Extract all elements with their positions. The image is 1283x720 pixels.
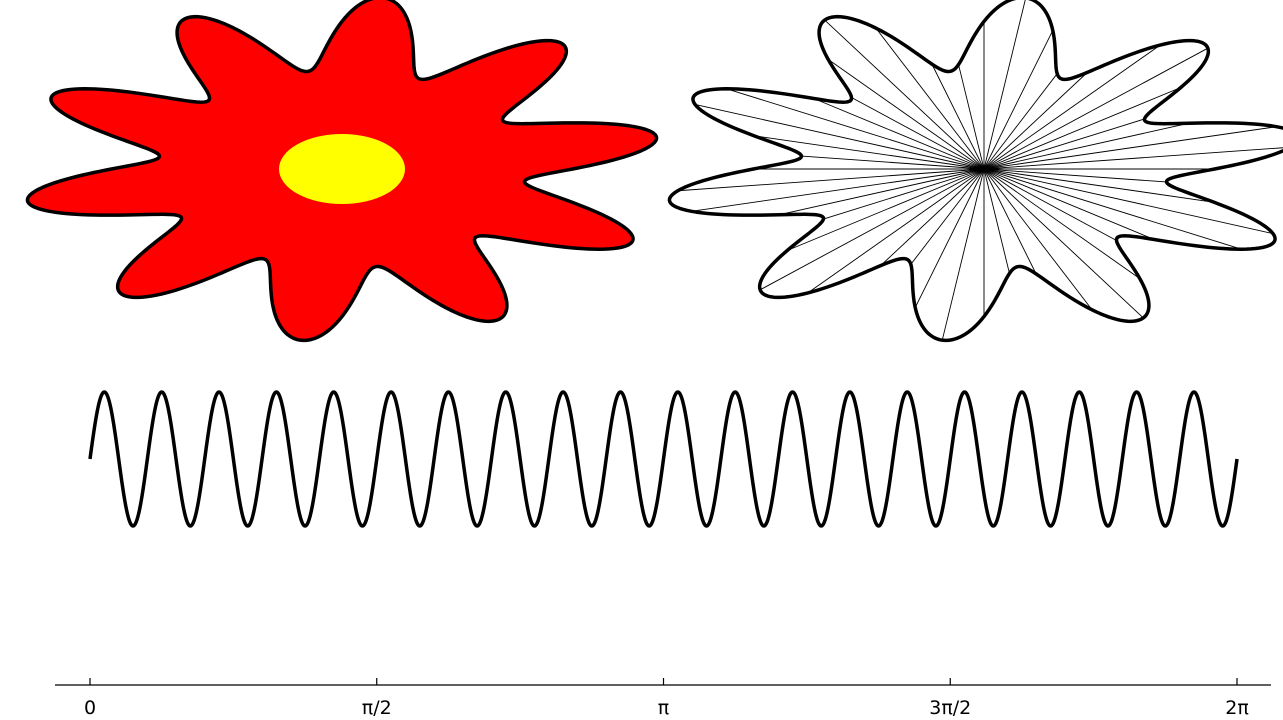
flower-spoke xyxy=(983,73,1058,170)
flower-spoke xyxy=(779,168,985,216)
flower-spoke xyxy=(787,168,985,251)
flower-spoke xyxy=(983,147,1283,170)
flower-spoke xyxy=(694,103,985,170)
flower-spoke xyxy=(931,63,985,170)
flower-spoke xyxy=(983,44,1161,170)
flower-spokes xyxy=(677,0,1283,341)
flower-spoke xyxy=(941,168,985,341)
flower-spoke xyxy=(851,97,985,170)
flower-spoke xyxy=(753,135,985,170)
x-axis: 0 π/2 π 3π/2 2π xyxy=(55,678,1271,719)
flower-spoke xyxy=(823,168,985,220)
flower-spoke xyxy=(983,72,1088,170)
flower-spoke xyxy=(983,126,1277,170)
flower-spoke xyxy=(983,168,1242,250)
flower-spoke xyxy=(983,168,1155,240)
flower-spoke xyxy=(914,168,985,308)
flower-spoke xyxy=(983,168,1037,275)
x-tick-label: 3π/2 xyxy=(929,697,971,719)
flower-spoke xyxy=(983,47,1209,170)
flower-spoke xyxy=(827,59,985,170)
flower-spoke xyxy=(983,168,1274,235)
flower-spoke xyxy=(983,168,1117,241)
flower-spoke xyxy=(807,168,985,294)
x-tick-label: π xyxy=(658,697,669,719)
flower-spoke xyxy=(983,168,1093,311)
flower-spoke xyxy=(677,168,985,192)
flower-spoke xyxy=(983,168,1141,279)
flower-spoke xyxy=(726,88,985,170)
flower-spoke xyxy=(691,168,985,212)
flower-spoke xyxy=(801,155,985,170)
flower-spoke xyxy=(983,168,1010,274)
sine-wave-plot xyxy=(88,390,1239,528)
x-tick-label: π/2 xyxy=(362,697,392,719)
flower-spoke xyxy=(983,0,1026,170)
x-axis-ticks: 0 π/2 π 3π/2 2π xyxy=(84,678,1249,719)
flower-spoke xyxy=(958,64,985,170)
x-tick-label: 2π xyxy=(1225,697,1249,719)
flower-spoke xyxy=(813,98,985,170)
flower-center-ellipse xyxy=(279,134,405,204)
flower-spoke xyxy=(824,19,985,170)
x-tick-label: 0 xyxy=(84,697,96,719)
flower-spoke xyxy=(759,168,985,291)
flower-spoke xyxy=(983,30,1054,170)
flower-spoke xyxy=(983,168,1167,183)
spoked-flower xyxy=(667,0,1283,343)
filled-flower xyxy=(25,0,659,343)
spoked-flower-outline xyxy=(667,0,1283,343)
flower-spoke xyxy=(983,168,1215,203)
flower-spoke xyxy=(983,122,1189,170)
flower-spoke xyxy=(983,168,1144,319)
flower-spoke xyxy=(983,87,1181,170)
flower-spoke xyxy=(880,168,985,266)
flower-spoke xyxy=(875,27,985,170)
sine-wave-line xyxy=(88,390,1239,528)
flower-spoke xyxy=(910,168,985,265)
flower-spoke xyxy=(983,118,1145,170)
